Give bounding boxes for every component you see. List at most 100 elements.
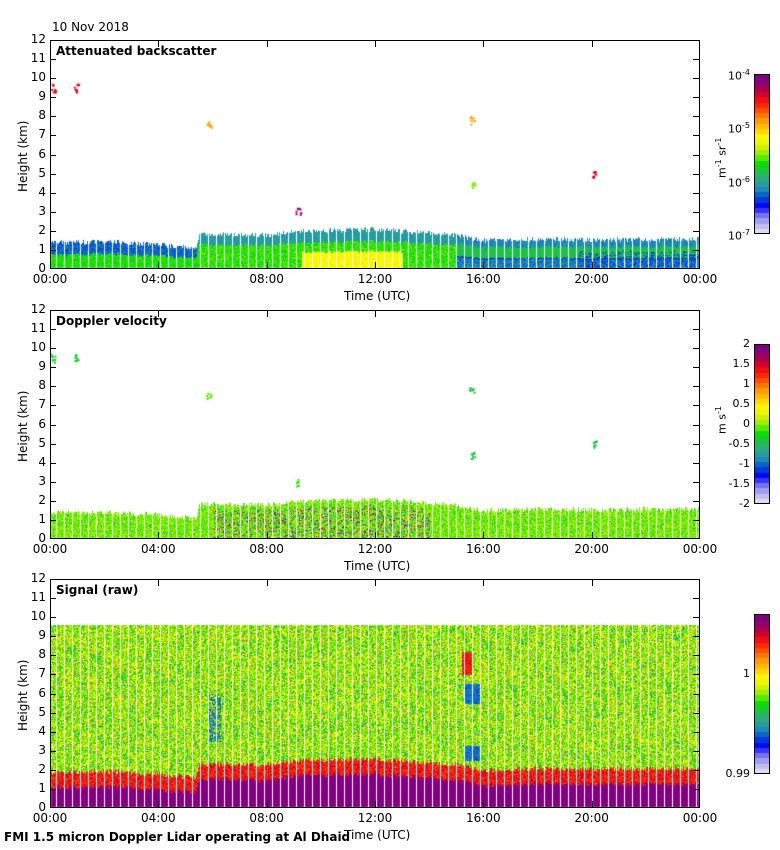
doppler-panel: Doppler velocity [50,310,700,539]
x-tick-label: 04:00 [141,811,176,825]
x-tick-mark [375,532,376,538]
y-tick-mark [50,500,56,502]
y-tick-mark [50,655,56,657]
x-axis-label: Time (UTC) [344,828,411,842]
y-tick-label: 2 [38,492,46,507]
x-tick-mark [266,580,268,586]
y-tick-mark [50,97,56,99]
x-tick-mark [158,801,160,807]
y-tick-mark [693,59,699,61]
y-tick-mark [693,192,699,194]
y-tick-label: 12 [30,571,46,585]
y-tick-label: 1 [38,511,46,526]
y-tick-label: 0 [38,531,46,545]
y-tick-mark [693,249,699,251]
y-tick-mark [50,481,56,483]
y-tick-mark [693,500,699,502]
x-tick-mark [158,41,160,47]
y-tick-label: 11 [30,590,46,605]
date-label: 10 Nov 2018 [52,20,129,34]
y-tick-label: 7 [38,397,46,412]
x-tick-mark [591,262,593,268]
x-tick-label: 16:00 [466,811,501,825]
y-tick-label: 4 [38,723,46,738]
x-tick-mark [591,311,593,317]
y-tick-label: 6 [38,416,46,431]
x-tick-mark [266,311,268,317]
x-tick-label: 04:00 [141,272,176,286]
y-tick-mark [50,519,56,521]
y-tick-mark [50,348,56,350]
x-tick-label: 08:00 [249,272,284,286]
y-tick-mark [50,750,56,752]
backscatter-colorbar [754,74,770,234]
x-tick-mark [483,311,485,317]
y-tick-label: 3 [38,203,46,218]
x-tick-mark [375,311,376,317]
y-tick-mark [693,386,699,388]
x-tick-label: 00:00 [682,811,718,825]
y-tick-mark [50,424,56,426]
colorbar-tick-label: 10-5 [728,121,750,136]
doppler-colorbar [754,344,770,504]
x-tick-mark [266,532,268,538]
x-tick-label: 20:00 [574,542,609,556]
y-tick-mark [50,405,56,407]
x-tick-mark [158,262,160,268]
y-tick-mark [693,348,699,350]
colorbar-tick-label: -1.5 [728,477,750,490]
y-tick-label: 1 [38,241,46,256]
y-tick-mark [693,97,699,99]
y-tick-mark [50,59,56,61]
y-tick-label: 5 [38,435,46,450]
y-tick-mark [693,211,699,213]
y-tick-mark [50,712,56,714]
x-tick-label: 00:00 [32,542,68,556]
x-tick-mark [591,41,593,47]
y-tick-mark [693,788,699,790]
y-tick-mark [693,405,699,407]
colorbar-tick-label: 10-7 [728,228,750,243]
y-tick-mark [693,443,699,445]
x-tick-mark [158,532,160,538]
y-tick-mark [50,788,56,790]
y-tick-label: 3 [38,742,46,757]
y-tick-mark [693,154,699,156]
colorbar-tick-label: 1 [743,377,750,390]
colorbar-unit: m s-1 [714,406,729,434]
y-tick-label: 5 [38,165,46,180]
y-tick-label: 6 [38,685,46,700]
y-tick-mark [693,230,699,232]
y-tick-label: 10 [30,340,46,355]
y-tick-label: 11 [30,321,46,336]
y-tick-mark [50,598,56,600]
y-tick-mark [50,173,56,175]
x-tick-mark [483,801,485,807]
x-tick-mark [483,41,485,47]
y-tick-mark [50,78,56,80]
x-tick-label: 04:00 [141,542,176,556]
colorbar-tick-label: 2 [743,337,750,350]
x-tick-label: 12:00 [357,811,393,825]
colorbar-tick-label: -1 [739,457,750,470]
x-tick-label: 12:00 [357,272,393,286]
y-tick-mark [50,154,56,156]
y-tick-mark [50,135,56,137]
x-tick-mark [375,41,376,47]
x-tick-mark [375,580,376,586]
y-tick-label: 3 [38,473,46,488]
y-tick-mark [50,731,56,733]
x-tick-mark [375,801,376,807]
y-tick-mark [50,249,56,251]
signal-colorbar [754,614,770,774]
y-axis-label: Height (km) [16,120,30,192]
y-tick-mark [50,116,56,118]
y-tick-mark [693,116,699,118]
x-tick-label: 00:00 [682,542,718,556]
y-tick-mark [50,230,56,232]
panel-title: Signal (raw) [56,583,139,597]
x-tick-label: 08:00 [249,811,284,825]
y-axis-label: Height (km) [16,390,30,462]
y-tick-label: 1 [38,780,46,795]
y-tick-mark [693,519,699,521]
